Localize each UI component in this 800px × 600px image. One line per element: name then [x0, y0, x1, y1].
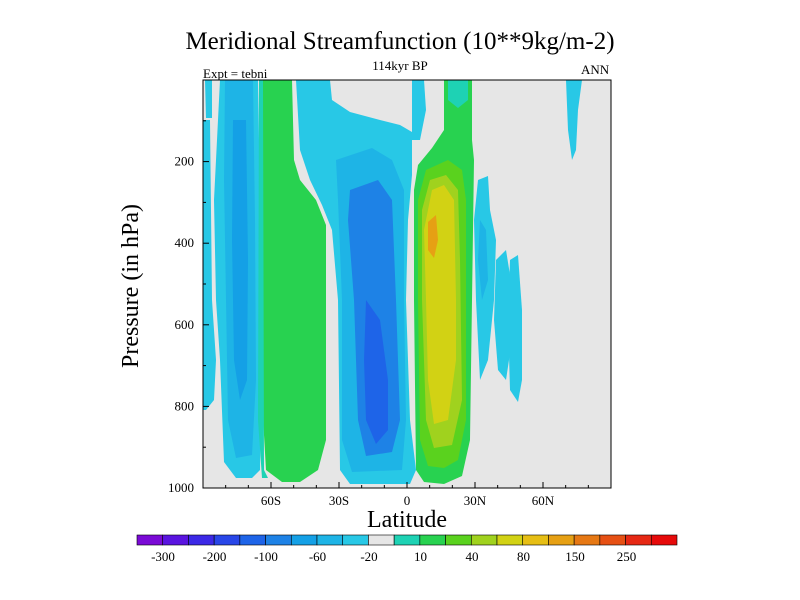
colorbar-box: [316, 534, 344, 546]
colorbar-box: [342, 534, 369, 546]
chart-title: Meridional Streamfunction (10**9kg/m-2): [185, 28, 615, 55]
contour-cell-50s-outer: [260, 80, 326, 482]
y-axis-title: Pressure (in hPa): [118, 204, 144, 368]
colorbar-label: -300: [151, 549, 175, 564]
contour-cell-40n-d: [508, 255, 522, 402]
colorbar-box: [265, 534, 292, 546]
season-label: ANN: [581, 62, 610, 77]
contour-cell-50s-edge: [258, 80, 268, 478]
contour-cell-75n-patch: [566, 80, 582, 160]
y-axis-ticks: 200 400 600 800 1000: [168, 120, 209, 495]
contour-tongue-upper: [412, 80, 426, 140]
colorbar-box: [188, 534, 215, 546]
contour-cell-70s-inner: [232, 120, 248, 400]
x-tick-label: 30N: [464, 493, 487, 508]
colorbar-label: -20: [360, 549, 377, 564]
contour-cell-10n-core: [428, 215, 438, 258]
colorbar-label: 250: [617, 549, 637, 564]
experiment-label: Expt = tebni: [203, 66, 268, 81]
contour-fill-group: [203, 80, 582, 484]
colorbar-box: [213, 534, 241, 546]
x-tick-label: 0: [404, 493, 411, 508]
colorbar-box: [548, 534, 575, 546]
colorbar-box: [470, 534, 498, 546]
y-tick-label: 1000: [168, 480, 194, 495]
colorbar-box: [136, 534, 164, 546]
contour-cell-40n-b: [478, 220, 488, 300]
colorbar-box: [650, 534, 678, 546]
y-tick-label: 600: [175, 317, 195, 332]
colorbar-label: 10: [414, 549, 427, 564]
colorbar-box: [573, 534, 601, 546]
colorbar-box: [625, 534, 652, 546]
colorbar: [136, 534, 678, 546]
colorbar-box: [290, 534, 318, 546]
chart-subtitle: 114kyr BP: [372, 58, 428, 73]
contour-cell-10n-top: [448, 80, 468, 108]
x-tick-label: 60N: [532, 493, 555, 508]
x-axis-ticks: 60S 30S 0 30N 60N: [225, 482, 589, 508]
x-tick-label: 60S: [261, 493, 281, 508]
colorbar-label: -200: [203, 549, 227, 564]
colorbar-box: [419, 534, 446, 546]
colorbar-labels: -300 -200 -100 -60 -20 10 40 80 150 250: [151, 549, 636, 564]
x-tick-label: 30S: [329, 493, 349, 508]
colorbar-box: [239, 534, 266, 546]
y-tick-label: 800: [175, 398, 195, 413]
contour-cell-15s-l4: [364, 300, 388, 444]
y-tick-label: 400: [175, 235, 195, 250]
colorbar-box: [393, 534, 421, 546]
colorbar-box: [496, 534, 524, 546]
y-tick-label: 200: [175, 154, 195, 169]
colorbar-label: 80: [517, 549, 530, 564]
x-axis-title: Latitude: [367, 507, 447, 533]
colorbar-label: -60: [309, 549, 326, 564]
contour-sh-strip: [203, 120, 216, 410]
colorbar-box: [368, 534, 395, 546]
colorbar-box: [522, 534, 549, 546]
colorbar-label: 150: [565, 549, 585, 564]
colorbar-box: [599, 534, 626, 546]
contour-sh-strip-top: [205, 80, 212, 118]
colorbar-label: -100: [254, 549, 278, 564]
colorbar-box: [445, 534, 472, 546]
colorbar-label: 40: [466, 549, 479, 564]
colorbar-box: [162, 534, 189, 546]
